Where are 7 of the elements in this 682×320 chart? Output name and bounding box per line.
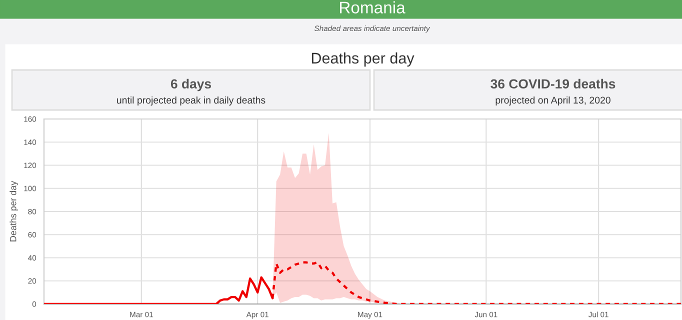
text: projected on April 13, 2020: [496, 96, 610, 106]
text: 6 days: [170, 78, 211, 92]
chart-title: Deaths per day: [312, 52, 414, 67]
text: 36 COVID-19 deaths: [490, 78, 616, 89]
y-axis-title: Deaths per day: [10, 180, 18, 242]
text: Romania: [340, 1, 406, 14]
text: until projected peak in daily deaths: [117, 96, 266, 106]
